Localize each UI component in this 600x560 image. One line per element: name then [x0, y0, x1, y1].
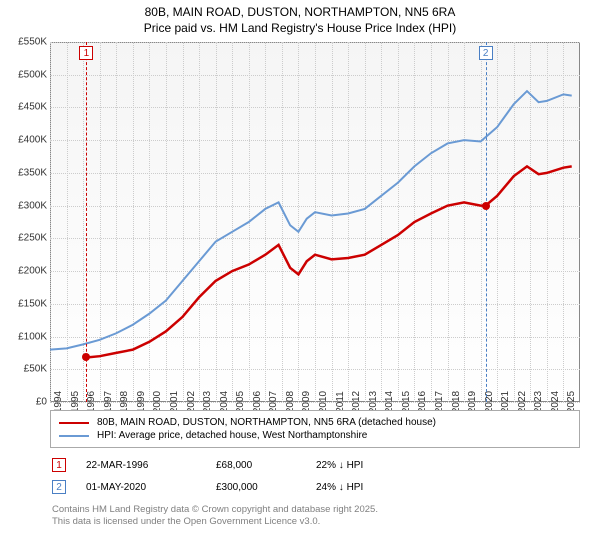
chart-title: 80B, MAIN ROAD, DUSTON, NORTHAMPTON, NN5… [0, 0, 600, 36]
y-axis-label: £250K [18, 233, 50, 244]
y-axis-label: £500K [18, 69, 50, 80]
y-axis-label: £100K [18, 331, 50, 342]
y-axis-label: £200K [18, 266, 50, 277]
legend-swatch-red [59, 422, 89, 424]
sale-price: £300,000 [216, 482, 296, 493]
legend-item-2: HPI: Average price, detached house, West… [59, 429, 571, 442]
marker-badge: 1 [79, 46, 93, 60]
sale-badge: 2 [52, 480, 66, 494]
marker-dot [82, 353, 90, 361]
title-line1: 80B, MAIN ROAD, DUSTON, NORTHAMPTON, NN5… [0, 5, 600, 21]
sale-row: 2 01-MAY-2020 £300,000 24% ↓ HPI [50, 476, 580, 498]
sale-price: £68,000 [216, 460, 296, 471]
sale-badge: 1 [52, 458, 66, 472]
legend-label-1: 80B, MAIN ROAD, DUSTON, NORTHAMPTON, NN5… [97, 417, 436, 428]
y-axis-label: £450K [18, 102, 50, 113]
y-axis-label: £550K [18, 37, 50, 48]
y-axis-label: £150K [18, 298, 50, 309]
credits-line2: This data is licensed under the Open Gov… [52, 516, 578, 528]
y-axis-label: £50K [24, 364, 50, 375]
legend-box: 80B, MAIN ROAD, DUSTON, NORTHAMPTON, NN5… [50, 410, 580, 448]
series-line [86, 166, 571, 357]
y-axis-label: £400K [18, 135, 50, 146]
y-axis-label: £0 [36, 397, 50, 408]
legend-item-1: 80B, MAIN ROAD, DUSTON, NORTHAMPTON, NN5… [59, 416, 571, 429]
credits-line1: Contains HM Land Registry data © Crown c… [52, 504, 578, 516]
marker-line [486, 42, 487, 402]
marker-dot [482, 202, 490, 210]
chart-lines [50, 42, 580, 402]
sale-diff: 22% ↓ HPI [316, 460, 363, 471]
marker-line [86, 42, 87, 402]
title-line2: Price paid vs. HM Land Registry's House … [0, 21, 600, 37]
chart-plot-area: £0£50K£100K£150K£200K£250K£300K£350K£400… [50, 42, 580, 402]
sale-date: 22-MAR-1996 [86, 460, 196, 471]
legend-swatch-blue [59, 435, 89, 437]
sale-diff: 24% ↓ HPI [316, 482, 363, 493]
sale-row: 1 22-MAR-1996 £68,000 22% ↓ HPI [50, 454, 580, 476]
credits: Contains HM Land Registry data © Crown c… [50, 498, 580, 529]
y-axis-label: £300K [18, 200, 50, 211]
legend-area: 80B, MAIN ROAD, DUSTON, NORTHAMPTON, NN5… [50, 410, 580, 529]
sale-date: 01-MAY-2020 [86, 482, 196, 493]
marker-badge: 2 [479, 46, 493, 60]
series-line [50, 91, 572, 350]
y-axis-label: £350K [18, 167, 50, 178]
legend-label-2: HPI: Average price, detached house, West… [97, 430, 367, 441]
